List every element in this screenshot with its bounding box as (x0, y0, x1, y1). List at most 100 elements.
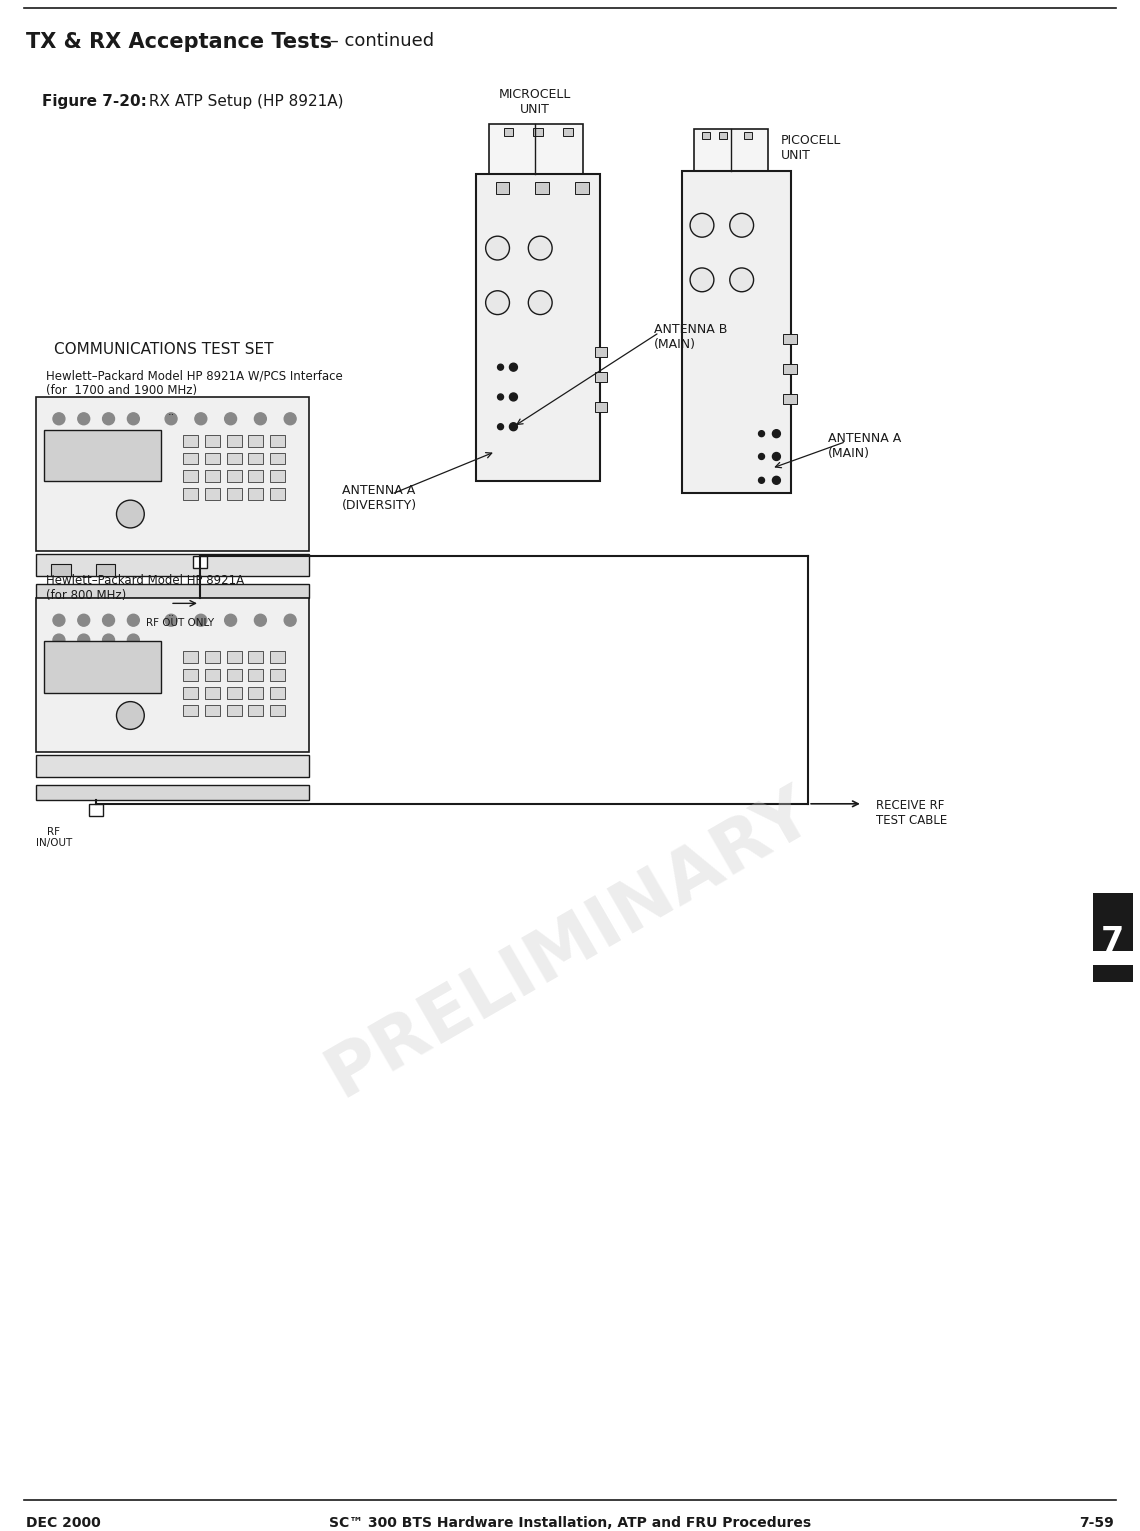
Circle shape (225, 614, 237, 626)
Bar (227, 470, 242, 482)
Bar (36, 397, 309, 551)
Bar (205, 687, 220, 698)
Bar (249, 488, 263, 501)
Bar (702, 132, 710, 139)
Text: COMMUNICATIONS TEST SET: COMMUNICATIONS TEST SET (54, 343, 274, 357)
Circle shape (195, 413, 206, 424)
Text: ..: .. (168, 407, 174, 416)
Circle shape (49, 758, 63, 772)
Bar (270, 687, 285, 698)
Circle shape (52, 413, 65, 424)
Bar (205, 651, 220, 663)
Circle shape (528, 236, 552, 260)
Bar (184, 687, 198, 698)
Circle shape (690, 213, 714, 237)
Bar (249, 453, 263, 464)
Bar (184, 669, 198, 681)
Bar (270, 669, 285, 681)
Bar (227, 704, 242, 717)
Bar (96, 563, 115, 576)
Bar (249, 687, 263, 698)
Circle shape (195, 614, 206, 626)
Bar (1093, 893, 1133, 951)
Text: RF
IN/OUT: RF IN/OUT (35, 827, 72, 848)
Bar (270, 488, 285, 501)
Bar (270, 704, 285, 717)
Text: – continued: – continued (324, 32, 434, 49)
Circle shape (497, 393, 504, 400)
Circle shape (284, 413, 296, 424)
Bar (504, 129, 513, 136)
Circle shape (254, 614, 267, 626)
Bar (270, 470, 285, 482)
Bar (475, 173, 600, 481)
Circle shape (103, 634, 114, 646)
Text: ..: .. (168, 608, 174, 619)
Circle shape (690, 268, 714, 292)
Circle shape (78, 634, 90, 646)
Text: Figure 7-20:: Figure 7-20: (42, 95, 147, 109)
Circle shape (165, 413, 177, 424)
Text: 7-59: 7-59 (1080, 1516, 1114, 1531)
Circle shape (510, 393, 518, 401)
Bar (184, 435, 198, 447)
Circle shape (486, 291, 510, 314)
Circle shape (239, 557, 250, 568)
Text: SC™ 300 BTS Hardware Installation, ATP and FRU Procedures: SC™ 300 BTS Hardware Installation, ATP a… (329, 1516, 811, 1531)
Bar (205, 453, 220, 464)
Bar (595, 348, 606, 357)
Bar (193, 556, 206, 568)
Bar (249, 669, 263, 681)
Circle shape (128, 413, 139, 424)
Bar (89, 804, 103, 816)
Circle shape (758, 430, 765, 436)
Circle shape (128, 614, 139, 626)
Bar (536, 182, 549, 193)
Bar (227, 435, 242, 447)
Text: RX ATP Setup (HP 8921A): RX ATP Setup (HP 8921A) (145, 95, 344, 109)
Circle shape (121, 759, 130, 769)
Bar (227, 651, 242, 663)
Text: PICOCELL
UNIT: PICOCELL UNIT (781, 135, 841, 162)
Circle shape (497, 424, 504, 430)
Bar (1093, 965, 1133, 983)
Bar (563, 129, 573, 136)
Circle shape (86, 759, 96, 769)
Text: ANTENNA A
(DIVERSITY): ANTENNA A (DIVERSITY) (342, 484, 417, 513)
Bar (719, 132, 727, 139)
Circle shape (239, 759, 250, 769)
Circle shape (773, 453, 781, 461)
Circle shape (254, 413, 267, 424)
Circle shape (200, 759, 210, 769)
Text: MICROCELL
UNIT: MICROCELL UNIT (499, 89, 571, 116)
Bar (227, 488, 242, 501)
Circle shape (78, 413, 90, 424)
Circle shape (160, 557, 170, 568)
Circle shape (528, 291, 552, 314)
Circle shape (128, 634, 139, 646)
Bar (783, 334, 797, 344)
Circle shape (773, 476, 781, 484)
Circle shape (121, 557, 130, 568)
Circle shape (52, 614, 65, 626)
Bar (205, 435, 220, 447)
Bar (270, 453, 285, 464)
Bar (36, 755, 309, 778)
Circle shape (51, 557, 60, 568)
Bar (227, 687, 242, 698)
Bar (205, 488, 220, 501)
Bar (249, 435, 263, 447)
Bar (595, 372, 606, 383)
Bar (743, 132, 751, 139)
Bar (36, 583, 309, 599)
Bar (184, 488, 198, 501)
Bar (36, 599, 309, 752)
Text: DEC 2000: DEC 2000 (26, 1516, 101, 1531)
Bar (227, 453, 242, 464)
Bar (249, 470, 263, 482)
Text: 7: 7 (1101, 925, 1124, 958)
Circle shape (497, 364, 504, 371)
Circle shape (225, 413, 237, 424)
Circle shape (103, 614, 114, 626)
Bar (184, 453, 198, 464)
